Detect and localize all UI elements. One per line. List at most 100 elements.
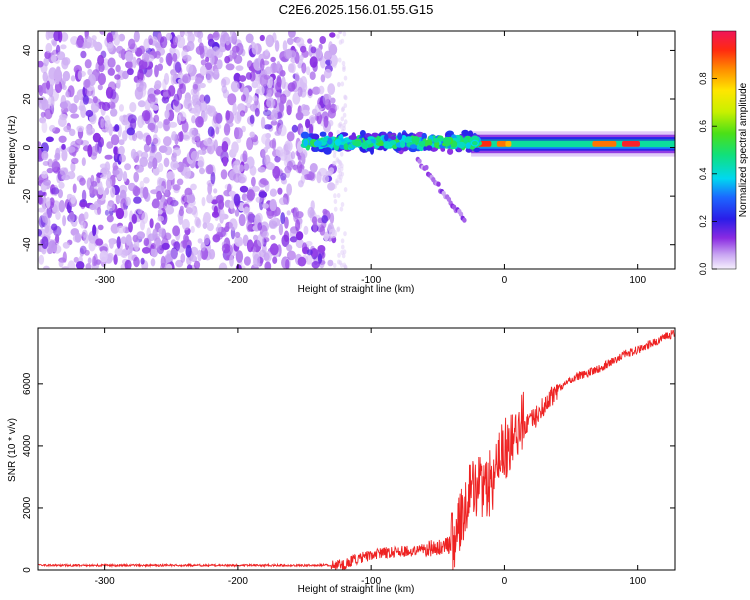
colorbar-ticks: 0.0 0.2 0.4 0.6 0.8	[698, 72, 717, 275]
heatmap-cell	[340, 81, 345, 87]
heatmap-cell	[200, 59, 207, 66]
x-tick-label: -100	[361, 576, 381, 587]
heatmap-cell	[112, 162, 118, 171]
heatmap-cell	[260, 116, 266, 129]
heatmap-cell	[108, 123, 113, 136]
heatmap-cell	[309, 163, 318, 173]
colorbar-tick-label: 0.0	[698, 263, 708, 276]
heatmap-cell	[157, 162, 164, 173]
heatmap-cell	[283, 230, 290, 243]
heatmap-cell	[340, 107, 345, 113]
heatmap-cell	[181, 120, 189, 133]
heatmap-cell	[182, 239, 188, 249]
heatmap-cell	[82, 41, 92, 49]
heatmap-cell	[245, 72, 252, 80]
heatmap-cell	[312, 220, 318, 233]
heatmap-cell	[183, 31, 193, 37]
heatmap-cell	[190, 183, 197, 191]
heatmap-cell	[54, 152, 61, 161]
heatmap-cell	[326, 137, 333, 145]
heatmap-cell	[97, 206, 102, 215]
heatmap-cell	[38, 207, 46, 213]
heatmap-cell	[166, 196, 173, 205]
heatmap-cell	[115, 64, 121, 73]
heatmap-cell	[342, 31, 347, 37]
heatmap-cell	[174, 61, 182, 73]
heatmap-cell	[309, 71, 316, 80]
heatmap-cell	[317, 253, 323, 264]
heatmap-cell	[241, 94, 246, 102]
heatmap-cells	[38, 31, 675, 269]
heatmap-cell	[231, 141, 239, 154]
heatmap-cell	[106, 141, 114, 149]
heatmap-cell	[47, 158, 53, 168]
heatmap-cell	[105, 177, 113, 189]
heatmap-cell	[104, 154, 113, 160]
heatmap-cell	[215, 126, 220, 135]
heatmap-cell	[322, 136, 328, 143]
heatmap-cell	[73, 95, 80, 104]
heatmap-cell	[328, 131, 334, 138]
heatmap-cell	[220, 78, 227, 88]
heatmap-cell	[85, 263, 92, 269]
heatmap-cell	[329, 32, 336, 38]
heatmap-cell	[161, 242, 170, 250]
heatmap-cell	[279, 100, 284, 113]
heatmap-cell	[340, 38, 345, 44]
heatmap-cell	[56, 51, 66, 61]
heatmap-cell	[43, 179, 51, 186]
heatmap-cell	[47, 96, 54, 107]
heatmap-cell	[343, 264, 348, 269]
heatmap-cell	[370, 147, 374, 155]
heatmap-cell	[307, 38, 313, 44]
heatmap-cell	[139, 180, 145, 189]
x-tick-label: -300	[95, 576, 115, 587]
heatmap-cell	[150, 258, 156, 267]
heatmap-cell	[107, 67, 115, 76]
heatmap-cell	[285, 48, 292, 59]
heatmap-cell	[130, 148, 137, 160]
heatmap-cell	[55, 234, 60, 244]
heatmap-cell	[341, 244, 345, 250]
heatmap-cell	[328, 228, 337, 239]
heatmap-cell	[264, 261, 272, 269]
heatmap-cell	[279, 70, 286, 77]
heatmap-cell	[157, 209, 163, 215]
heatmap-cell	[289, 236, 298, 243]
heatmap-cell	[128, 221, 133, 233]
heatmap-cell	[132, 56, 137, 69]
heatmap-cell	[143, 237, 150, 247]
heatmap-cell	[195, 77, 203, 84]
heatmap-cell	[76, 125, 85, 132]
heatmap-cell	[147, 122, 156, 131]
heatmap-cell	[205, 56, 210, 63]
heatmap-cell	[264, 154, 271, 166]
heatmap-cell	[167, 54, 173, 67]
heatmap-cell	[70, 113, 80, 119]
spectrogram-frame	[37, 30, 676, 270]
heatmap-cell	[336, 193, 341, 198]
heatmap-cell	[286, 160, 294, 171]
heatmap-cell	[246, 239, 254, 253]
heatmap-cell	[90, 145, 99, 157]
heatmap-cell	[278, 223, 284, 236]
heatmap-cell	[274, 40, 280, 52]
heatmap-cell	[150, 101, 156, 109]
heatmap-cell	[180, 253, 186, 263]
heatmap-cell	[116, 236, 121, 249]
heatmap-cell	[206, 193, 213, 204]
x-tick-label: 0	[502, 275, 508, 286]
heatmap-cell	[339, 151, 344, 157]
heatmap-cell	[38, 60, 44, 68]
heatmap-cell	[160, 255, 166, 269]
y-tick-label: -20	[22, 188, 33, 203]
heatmap-cell	[164, 189, 170, 197]
y-tick-label: 0	[22, 144, 33, 150]
heatmap-cell	[249, 114, 255, 125]
heatmap-cell	[92, 40, 97, 47]
heatmap-cell	[59, 101, 68, 109]
heatmap-cell	[213, 139, 218, 152]
heatmap-cell	[269, 188, 277, 197]
